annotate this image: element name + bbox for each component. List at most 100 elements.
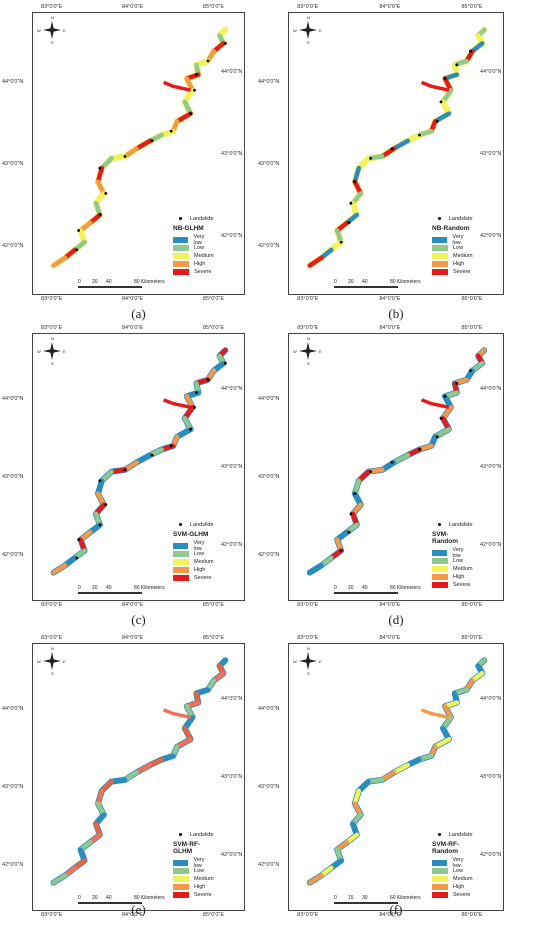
landslide-point bbox=[193, 405, 196, 409]
landslide-point bbox=[123, 468, 127, 472]
latitude-label-left: 42°0'0"N bbox=[2, 861, 24, 868]
longitude-label: 85°0'0"E bbox=[461, 325, 483, 331]
legend-class: Low bbox=[432, 244, 473, 252]
river-branch bbox=[162, 398, 191, 410]
landslide-point bbox=[369, 470, 372, 473]
landslide-point bbox=[150, 453, 154, 457]
scale-bar: 0 20 40 80 Kilometers bbox=[78, 585, 165, 597]
map-legend: Landslide SVM-GLHM Very low Low Medium High Se… bbox=[173, 521, 214, 582]
scale-label: 20 bbox=[92, 279, 98, 285]
latitude-label-right: 44°0'0"N bbox=[221, 386, 243, 393]
panel-caption: (e) bbox=[131, 902, 146, 917]
compass-label-s: S bbox=[307, 40, 310, 45]
legend-landslide-label: Landslide bbox=[190, 831, 214, 838]
landslide-point bbox=[347, 530, 351, 534]
longitude-label: 84°0'0"E bbox=[379, 4, 401, 10]
legend-swatch bbox=[173, 269, 189, 275]
landslide-point bbox=[206, 59, 210, 63]
panel-caption: (f) bbox=[389, 902, 403, 917]
legend-swatch bbox=[432, 558, 448, 564]
legend-class: High bbox=[173, 260, 214, 268]
river-segment bbox=[440, 715, 454, 731]
legend-landslide-label: Landslide bbox=[449, 521, 473, 528]
longitude-label: 84°0'0"E bbox=[379, 635, 401, 641]
compass-label-e: E bbox=[63, 349, 66, 354]
legend-class-label: Severe bbox=[453, 269, 471, 275]
legend-swatch bbox=[432, 892, 448, 898]
legend-class: High bbox=[173, 883, 214, 891]
legend-swatch bbox=[173, 237, 189, 243]
legend-class-label: Very low bbox=[452, 547, 464, 559]
longitude-label: 85°0'0"E bbox=[202, 602, 225, 608]
legend-class: Medium bbox=[432, 875, 473, 883]
legend-swatch bbox=[173, 567, 189, 573]
legend-landslide: Landslide bbox=[173, 831, 214, 838]
compass-label-s: S bbox=[307, 671, 310, 676]
legend-class-label: Medium bbox=[453, 253, 473, 259]
longitude-label: 83°0'0"E bbox=[41, 325, 63, 331]
latitude-label-left: 44°0'0"N bbox=[2, 706, 24, 713]
river-segment bbox=[391, 762, 411, 775]
panel-caption: (a) bbox=[131, 306, 146, 321]
legend-class-label: Very low bbox=[193, 540, 205, 552]
legend-landslide-label: Landslide bbox=[449, 215, 473, 222]
scale-label: 60 Kilometers bbox=[390, 895, 421, 901]
legend-swatch bbox=[173, 245, 189, 251]
scale-label: 15 bbox=[348, 895, 354, 901]
legend-landslide: Landslide bbox=[173, 215, 214, 222]
landslide-point bbox=[104, 192, 108, 195]
latitude-label-right: 43°0'0"N bbox=[480, 150, 502, 157]
latitude-label-right: 42°0'0"N bbox=[480, 233, 502, 240]
latitude-label-right: 44°0'0"N bbox=[480, 68, 502, 75]
river-segment bbox=[122, 146, 139, 159]
latitude-label-left: 43°0'0"N bbox=[258, 474, 280, 481]
legend-class: Medium bbox=[432, 565, 473, 573]
landslide-point bbox=[349, 201, 353, 205]
north-arrow-icon: N S E W bbox=[293, 15, 322, 45]
landslide-point bbox=[104, 503, 108, 507]
legend-class: Severe bbox=[173, 891, 214, 899]
landslide-point bbox=[418, 133, 421, 137]
compass-label-e: E bbox=[63, 659, 66, 664]
legend-swatch bbox=[432, 253, 448, 259]
legend-class-label: High bbox=[453, 884, 465, 890]
scale-label: 20 bbox=[92, 585, 98, 591]
longitude-label: 83°0'0"E bbox=[41, 296, 63, 302]
compass-label-e: E bbox=[319, 28, 322, 33]
model-title: NB-GLHM bbox=[173, 225, 204, 232]
legend-class: Severe bbox=[432, 891, 473, 899]
scale-label: 40 bbox=[362, 279, 368, 285]
latitude-label-right: 43°0'0"N bbox=[480, 464, 502, 471]
scale-label: 0 bbox=[78, 279, 81, 285]
river-segment bbox=[174, 427, 193, 439]
legend-class-label: Medium bbox=[194, 876, 214, 882]
scale-bar: 0 20 40 80 Kilometers bbox=[78, 895, 165, 907]
landslide-point bbox=[347, 221, 351, 225]
landslide-point bbox=[98, 213, 102, 217]
river-segment bbox=[122, 770, 139, 783]
map-legend: Landslide NB-Random Very low Low Medium High S… bbox=[432, 215, 473, 276]
legend-swatch bbox=[432, 574, 448, 580]
longitude-label: 84°0'0"E bbox=[379, 296, 401, 302]
compass-label-s: S bbox=[307, 361, 310, 366]
compass-label-s: S bbox=[51, 40, 54, 45]
legend-class: Medium bbox=[173, 558, 214, 566]
legend-class-label: Very low bbox=[452, 857, 464, 869]
north-arrow-icon: N S E W bbox=[293, 646, 322, 676]
legend-class-label: Low bbox=[194, 245, 205, 251]
landslide-point bbox=[150, 139, 154, 143]
legend-class: Severe bbox=[173, 268, 214, 276]
longitude-label: 84°0'0"E bbox=[379, 602, 401, 608]
scale-label: 0 bbox=[334, 895, 337, 901]
scale-label: 40 bbox=[106, 279, 112, 285]
river-segment bbox=[109, 777, 128, 784]
landslide-point bbox=[339, 240, 343, 244]
longitude-label: 85°0'0"E bbox=[461, 602, 483, 608]
river-segment bbox=[174, 737, 193, 749]
compass-label-n: N bbox=[51, 336, 54, 341]
longitude-label: 85°0'0"E bbox=[461, 4, 483, 10]
map-legend: Landslide SVM-Random Very low Low Medium High… bbox=[432, 521, 473, 589]
river-branch bbox=[162, 80, 191, 92]
scale-label: 0 bbox=[334, 279, 337, 285]
longitude-label: 85°0'0"E bbox=[202, 912, 225, 918]
